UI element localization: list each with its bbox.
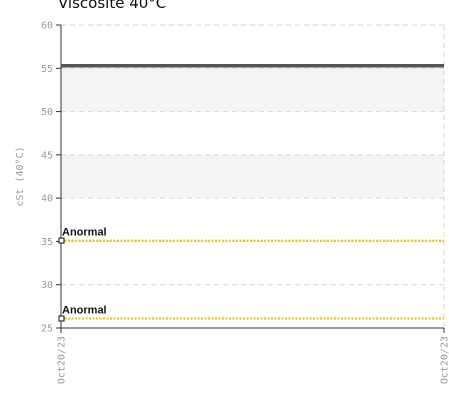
y-tick-label: 30 bbox=[41, 280, 53, 291]
series-annotation: Anormal bbox=[62, 227, 107, 239]
series-annotation: Anormal bbox=[62, 304, 107, 316]
series-marker-1 bbox=[58, 237, 65, 244]
y-tick-label: 50 bbox=[41, 107, 53, 118]
y-tick-label: 35 bbox=[41, 237, 53, 248]
y-tick-label: 25 bbox=[41, 324, 53, 335]
y-tick-label: 55 bbox=[41, 64, 53, 75]
y-tick-label: 45 bbox=[41, 150, 53, 161]
chart-title: Viscosité 40°C bbox=[58, 0, 167, 12]
y-axis-label: cSt (40°C) bbox=[15, 146, 26, 206]
x-tick-label: Oct20/23 bbox=[440, 336, 449, 384]
threshold-bands bbox=[61, 68, 444, 199]
band-1 bbox=[61, 68, 444, 112]
y-tick-label: 60 bbox=[41, 21, 53, 32]
tick-labels: 25 30 35 40 45 50 55 60 Oct20/23 Oct20/23 bbox=[41, 21, 449, 385]
series-lines: Anormal Anormal bbox=[58, 63, 444, 322]
x-tick-label: Oct20/23 bbox=[57, 336, 68, 384]
band-0 bbox=[61, 154, 444, 199]
y-tick-label: 40 bbox=[41, 194, 53, 205]
series-marker-2 bbox=[58, 315, 65, 322]
